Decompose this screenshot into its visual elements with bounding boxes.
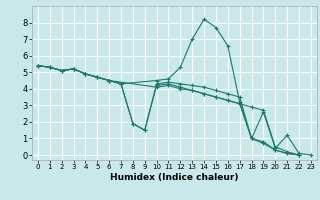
X-axis label: Humidex (Indice chaleur): Humidex (Indice chaleur)	[110, 173, 239, 182]
